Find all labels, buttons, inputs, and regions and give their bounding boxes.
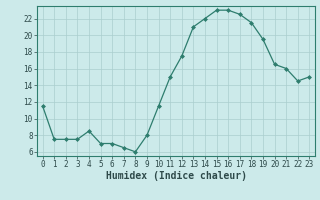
X-axis label: Humidex (Indice chaleur): Humidex (Indice chaleur) bbox=[106, 171, 246, 181]
